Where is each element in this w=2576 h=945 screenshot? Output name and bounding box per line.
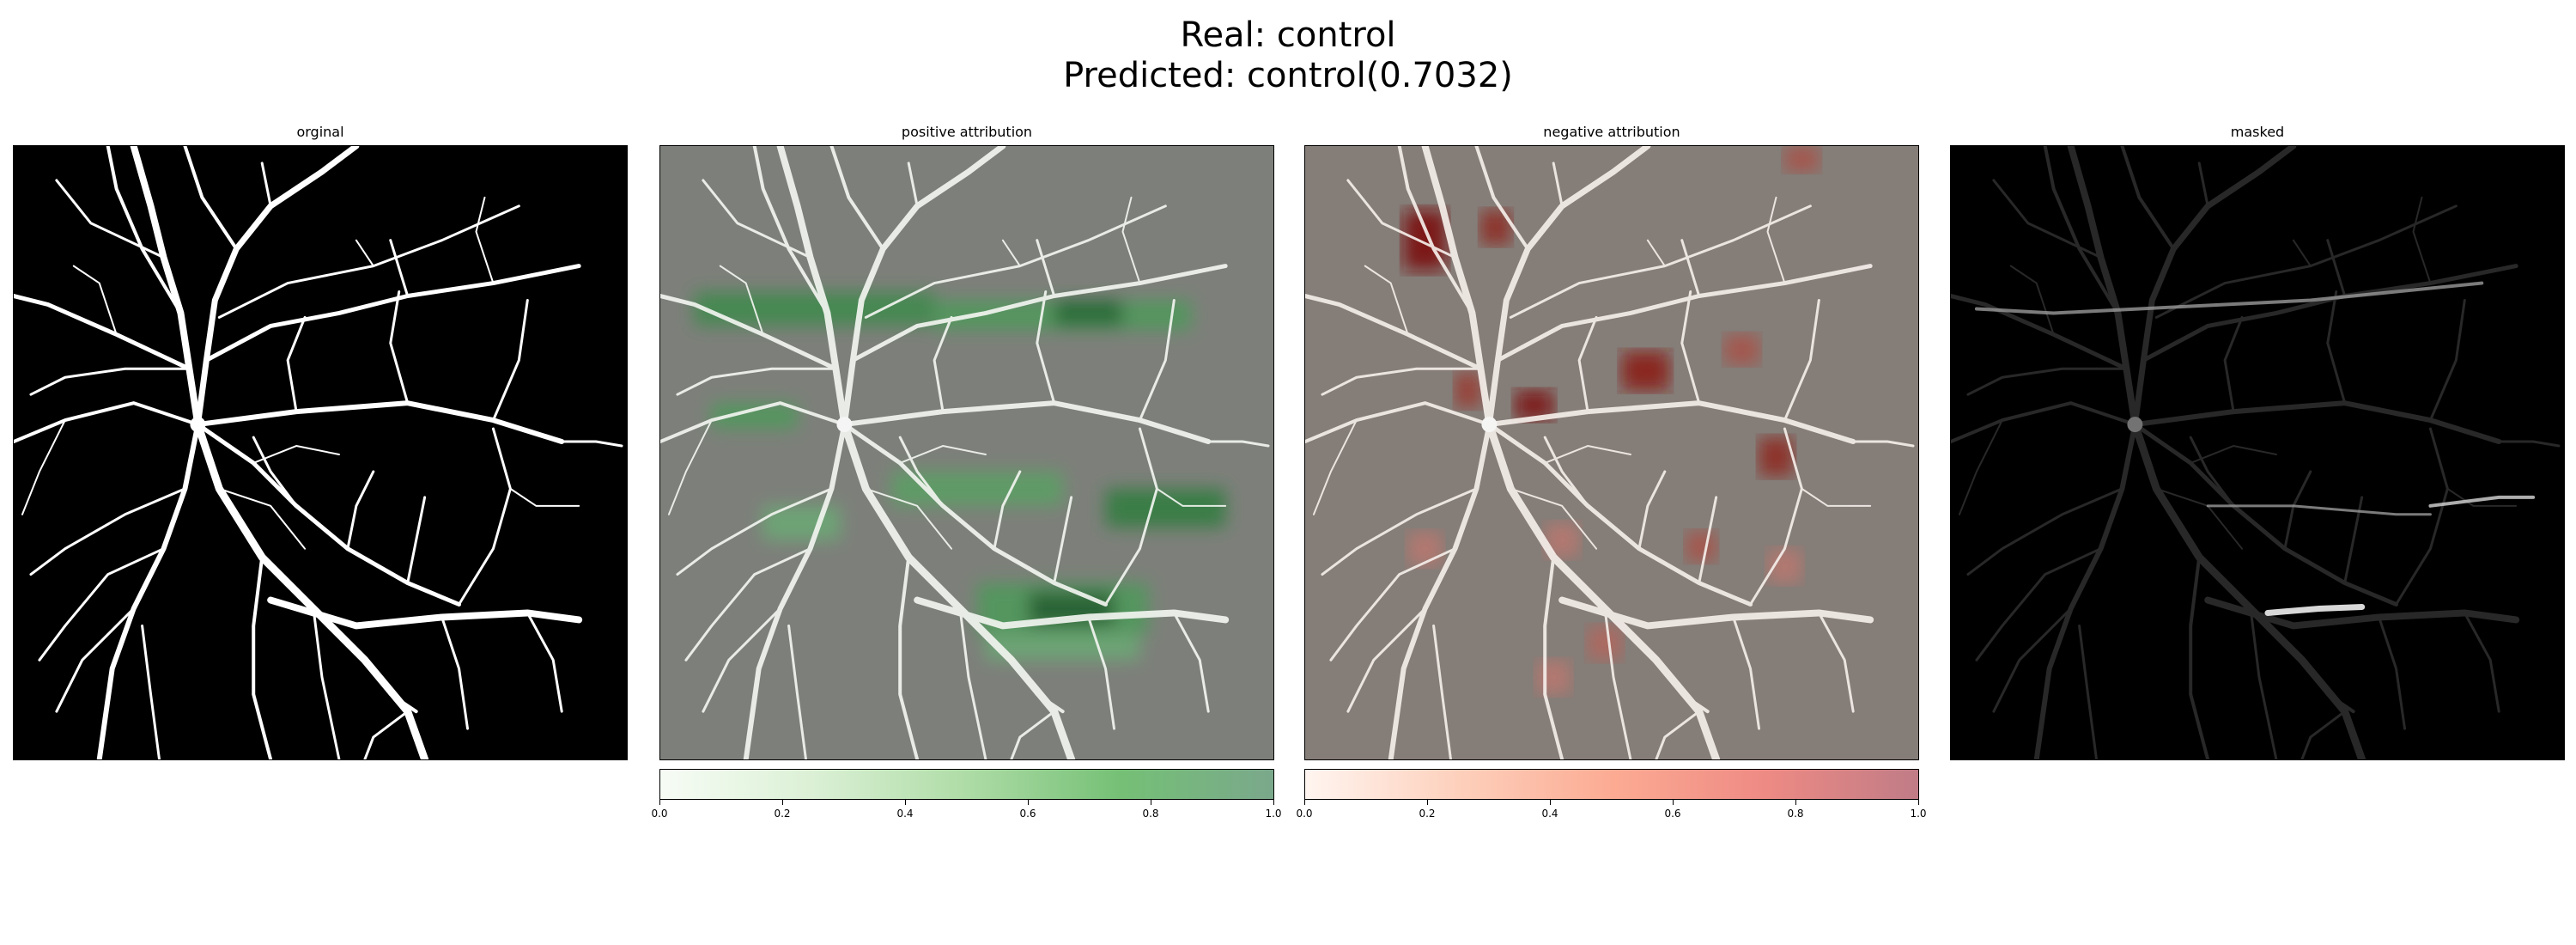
positive-colorbar-ticklabel: 0.2 [774,808,791,820]
positive-colorbar-ticklabel: 1.0 [1265,808,1282,820]
negative-colorbar-tick [1918,800,1919,805]
panel-title-negative: negative attribution [1543,124,1680,140]
negative-colorbar-ticklabel: 0.8 [1787,808,1804,820]
positive-colorbar-ticklabel: 0.4 [896,808,914,820]
panel-title-masked: masked [2230,124,2285,140]
figure-title-line1: Real: control [1180,15,1396,55]
negative-colorbar-tick [1427,800,1428,805]
positive-colorbar-tick [1273,800,1274,805]
positive-colorbar-tick [659,800,660,805]
masked-image [1950,145,2565,760]
positive-colorbar-ticklabel: 0.6 [1019,808,1036,820]
panel-title-positive: positive attribution [901,124,1033,140]
positive-colorbar-ticklabel: 0.0 [651,808,668,820]
negative-colorbar-ticklabel: 1.0 [1910,808,1927,820]
negative-colorbar-ticklabel: 0.4 [1541,808,1558,820]
negative-colorbar-tick [1304,800,1305,805]
negative-colorbar-ticklabel: 0.0 [1296,808,1313,820]
negative-colorbar-tick [1550,800,1551,805]
negative-colorbar-tick [1673,800,1674,805]
panel-title-original: orginal [296,124,344,140]
positive-colorbar-tick [905,800,906,805]
positive-colorbar-tick [782,800,783,805]
positive-colorbar-ticklabel: 0.8 [1142,808,1159,820]
negative-colorbar [1304,769,1919,800]
positive-colorbar [659,769,1274,800]
original-image [13,145,628,760]
negative-colorbar-ticklabel: 0.6 [1664,808,1681,820]
negative-colorbar-ticklabel: 0.2 [1419,808,1436,820]
positive-attribution-image [659,145,1274,760]
negative-attribution-image [1304,145,1919,760]
negative-colorbar-tick [1795,800,1796,805]
figure-title-line2: Predicted: control(0.7032) [1063,56,1513,95]
positive-colorbar-tick [1028,800,1029,805]
